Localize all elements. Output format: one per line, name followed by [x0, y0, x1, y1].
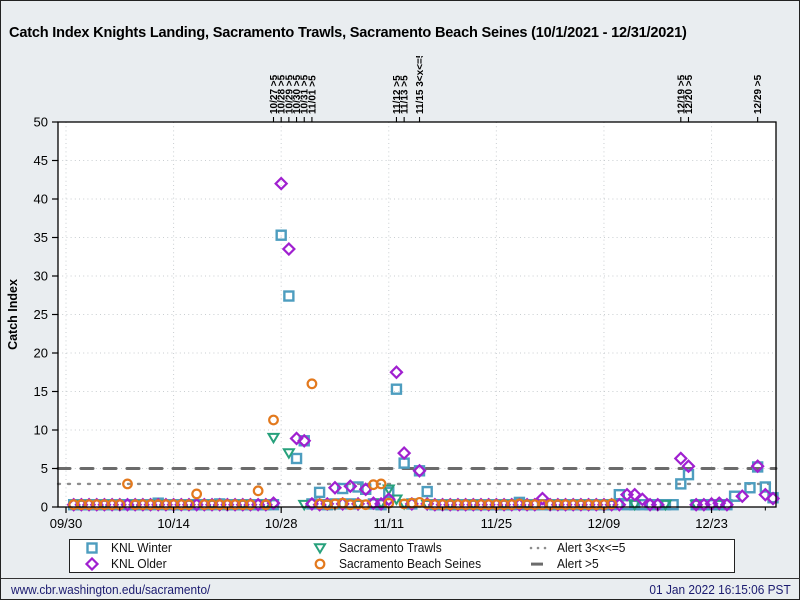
svg-text:15: 15: [34, 384, 48, 399]
y-axis: 0 5 10 15 20 25 30 35 40 45 50 Catch Index: [6, 115, 58, 515]
triangle-down-legend-icon: [313, 543, 327, 555]
source-url-link[interactable]: www.cbr.washington.edu/sacramento/: [11, 582, 211, 597]
legend-item-knl-winter: KNL Winter: [82, 540, 310, 556]
y-axis-label: Catch Index: [6, 279, 20, 350]
svg-text:11/13 >5: 11/13 >5: [400, 75, 411, 114]
svg-text:40: 40: [34, 192, 48, 207]
catch-index-scatter-chart: 0 5 10 15 20 25 30 35 40 45 50 Catch Index 09/30 10/1…: [6, 56, 781, 531]
svg-text:12/09: 12/09: [588, 516, 621, 531]
svg-text:11/25: 11/25: [481, 516, 513, 531]
svg-text:45: 45: [34, 153, 48, 168]
legend-item-knl-older: KNL Older: [82, 556, 310, 572]
legend-label: KNL Older: [111, 557, 167, 571]
svg-text:5: 5: [41, 461, 48, 476]
svg-text:11/11: 11/11: [373, 516, 404, 531]
legend-item-alert-3-x-5: Alert 3<x<=5: [528, 540, 734, 556]
legend-label: KNL Winter: [111, 541, 172, 555]
legend-item-alert-5: Alert >5: [528, 556, 734, 572]
legend-item-sacramento-beach-seines: Sacramento Beach Seines: [310, 556, 528, 572]
svg-text:10: 10: [34, 423, 48, 438]
svg-text:11/15 3<x<=5: 11/15 3<x<=5: [415, 56, 426, 114]
svg-text:20: 20: [34, 346, 48, 361]
chart-footer: www.cbr.washington.edu/sacramento/ 01 Ja…: [1, 578, 800, 600]
alert-annotations: 10/27 >510/28 >510/29 >510/30 >510/31 >5…: [269, 56, 764, 122]
square-legend-icon: [86, 542, 98, 554]
svg-text:11/01 >5: 11/01 >5: [307, 75, 318, 114]
svg-text:0: 0: [41, 500, 48, 515]
circle-legend-icon: [314, 558, 326, 570]
svg-text:10/28 >5: 10/28 >5: [277, 74, 288, 114]
legend-label: Sacramento Trawls: [339, 541, 442, 555]
svg-text:12/20 >5: 12/20 >5: [684, 74, 695, 114]
line-dotted-legend-icon: [529, 546, 547, 550]
legend-label: Alert >5: [557, 557, 599, 571]
chart-legend: KNL Winter Sacramento Trawls Alert 3<x<=5 K…: [69, 539, 735, 573]
svg-text:25: 25: [34, 307, 48, 322]
line-dashed-legend-icon: [531, 562, 543, 566]
svg-text:35: 35: [34, 230, 48, 245]
svg-text:12/19 >5: 12/19 >5: [676, 74, 687, 114]
svg-text:09/30: 09/30: [50, 516, 83, 531]
generated-timestamp: 01 Jan 2022 16:15:06 PST: [649, 582, 791, 597]
svg-text:30: 30: [34, 269, 48, 284]
svg-text:10/29 >5: 10/29 >5: [284, 74, 295, 114]
chart-title: Catch Index Knights Landing, Sacramento …: [9, 24, 687, 41]
svg-text:10/30 >5: 10/30 >5: [292, 74, 303, 114]
legend-label: Alert 3<x<=5: [557, 541, 626, 555]
svg-text:10/14: 10/14: [157, 516, 190, 531]
diamond-legend-icon: [84, 557, 100, 571]
plot-area: [58, 122, 776, 507]
svg-text:50: 50: [34, 115, 48, 130]
svg-text:10/28: 10/28: [265, 516, 298, 531]
svg-text:12/23: 12/23: [695, 516, 728, 531]
x-axis: 09/30 10/14 10/28 11/11 11/25 12/09 12/23: [50, 507, 766, 531]
legend-item-sacramento-trawls: Sacramento Trawls: [310, 540, 528, 556]
legend-label: Sacramento Beach Seines: [339, 557, 482, 571]
svg-text:11/12 >5: 11/12 >5: [392, 75, 403, 114]
svg-text:10/27 >5: 10/27 >5: [269, 74, 280, 114]
svg-text:12/29 >5: 12/29 >5: [753, 74, 764, 114]
svg-text:10/31 >5: 10/31 >5: [300, 74, 311, 114]
